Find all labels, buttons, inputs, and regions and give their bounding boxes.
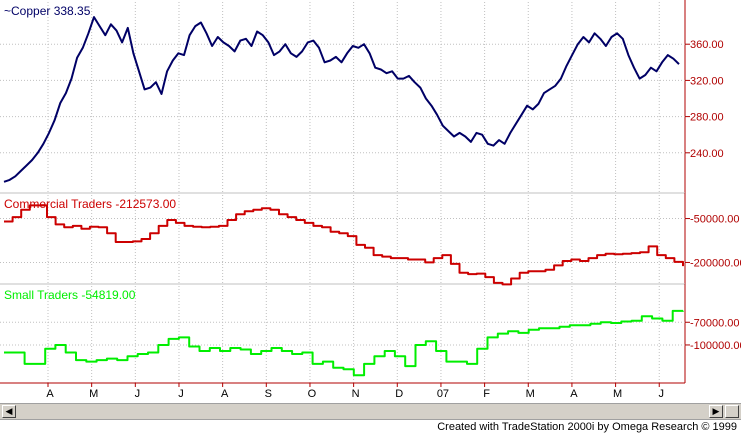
series-line <box>4 309 684 377</box>
series-line <box>3 16 680 183</box>
x-tick-label: D <box>395 388 403 400</box>
scrollbar-thumb[interactable] <box>725 405 739 418</box>
left-arrow-icon[interactable]: ◀ <box>2 405 16 418</box>
x-tick-label: O <box>308 388 317 400</box>
y-tick-label: 320.00 <box>690 75 724 87</box>
x-tick-label: 07 <box>437 388 449 400</box>
panel-title: Small Traders -54819.00 <box>4 288 136 302</box>
x-tick-label: A <box>570 388 578 400</box>
y-tick-label: -200000.00 <box>690 257 741 269</box>
right-arrow-icon[interactable]: ▶ <box>709 405 723 418</box>
y-tick-label: 240.00 <box>690 148 724 160</box>
x-tick-label: J <box>135 388 141 400</box>
x-tick-label: S <box>265 388 272 400</box>
x-tick-label: N <box>352 388 360 400</box>
y-tick-label: -50000.00 <box>690 214 740 226</box>
panel-title: ~Copper 338.35 <box>4 4 91 18</box>
x-tick-label: J <box>658 388 664 400</box>
y-tick-label: -70000.00 <box>690 317 740 329</box>
x-tick-label: F <box>483 388 490 400</box>
x-tick-label: A <box>46 388 54 400</box>
x-tick-label: M <box>526 388 535 400</box>
horizontal-scrollbar[interactable]: ◀ ▶ <box>0 403 741 420</box>
y-tick-label: 280.00 <box>690 112 724 124</box>
x-tick-label: M <box>613 388 622 400</box>
y-tick-label: 360.00 <box>690 39 724 51</box>
x-tick-label: M <box>89 388 98 400</box>
footer-credit: Created with TradeStation 2000i by Omega… <box>437 421 737 433</box>
panel-title: Commercial Traders -212573.00 <box>4 197 176 211</box>
series-line <box>4 204 684 286</box>
chart-svg: 240.00 280.00 320.00 360.00 ~Copper 338.35 -5… <box>0 0 741 400</box>
y-tick-label: -100000.00 <box>690 340 741 352</box>
x-tick-label: J <box>178 388 184 400</box>
x-tick-label: A <box>221 388 229 400</box>
